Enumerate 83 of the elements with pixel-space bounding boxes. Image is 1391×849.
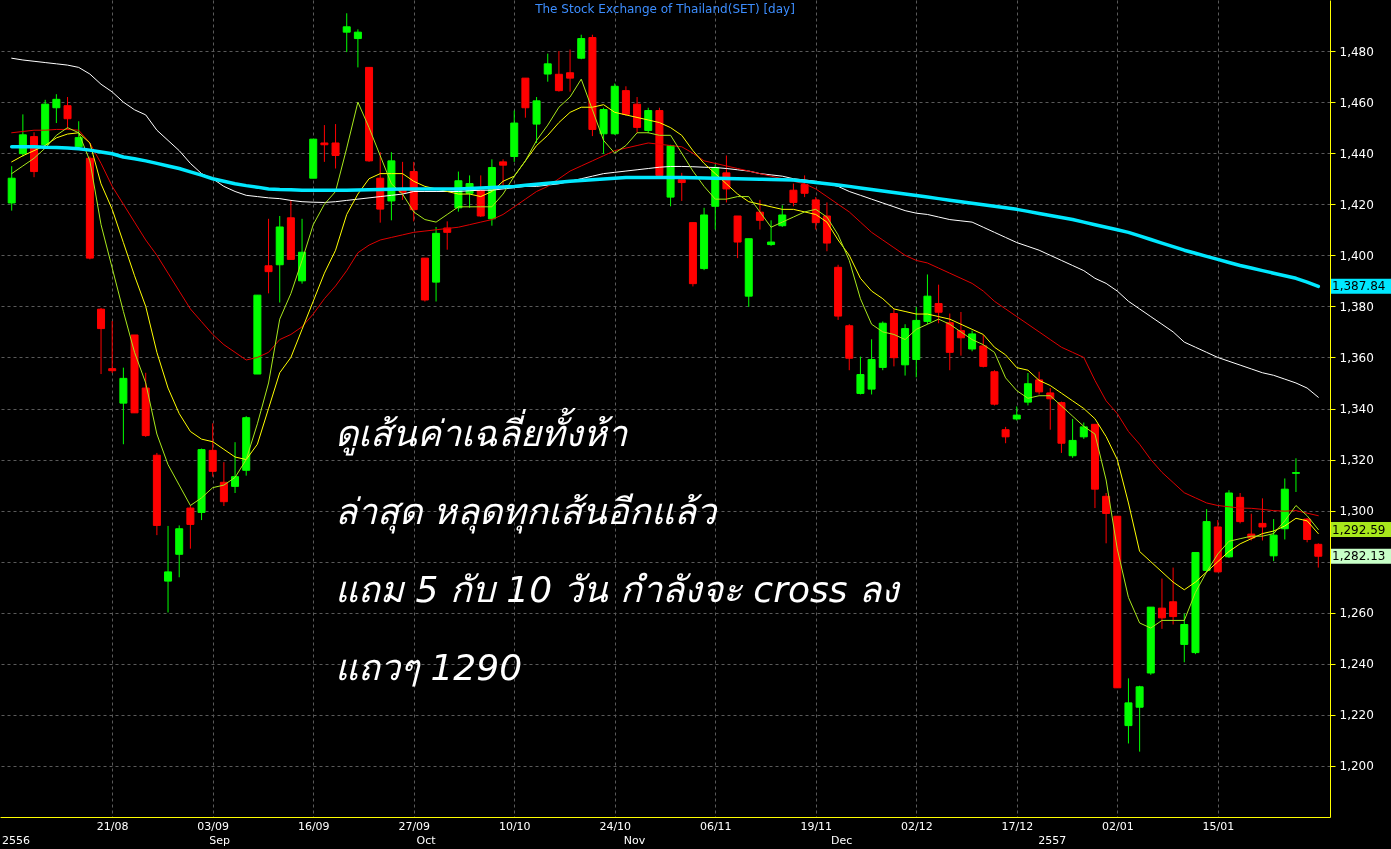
x-tick-label: 21/08 xyxy=(96,819,129,833)
candlestick xyxy=(1269,518,1278,562)
x-tick-label: 24/10 xyxy=(599,819,632,833)
candlestick xyxy=(554,50,563,93)
candlestick xyxy=(566,49,575,93)
candlestick xyxy=(108,320,117,374)
x-tick-label: 03/09 xyxy=(197,819,230,833)
candlestick xyxy=(1303,517,1312,543)
candlestick xyxy=(1157,578,1166,630)
y-tick-label: 1,300 xyxy=(1339,504,1374,519)
candlestick xyxy=(1291,457,1300,493)
candlestick xyxy=(532,96,541,144)
x-tick-label: 02/01 xyxy=(1101,819,1134,833)
annotation: ดูเส้นค่าเฉลี่ยทั้งห้า xyxy=(335,407,629,456)
y-tick-label: 1,320 xyxy=(1339,453,1374,468)
line-series xyxy=(11,57,1319,398)
y-tick-label: 1,260 xyxy=(1339,606,1374,621)
candlestick xyxy=(353,28,362,68)
candlestick xyxy=(1314,542,1323,569)
annotation: แถม 5 กับ 10 วัน กำลังจะ cross ลง xyxy=(335,569,901,610)
candlestick xyxy=(979,334,988,368)
candlestick xyxy=(1169,567,1178,625)
candlestick xyxy=(264,218,273,294)
text: 2556 xyxy=(2,834,30,847)
candlestick xyxy=(52,93,61,124)
y-tick-label: 1,220 xyxy=(1339,708,1374,723)
candlestick xyxy=(1023,372,1032,406)
data-label: 1,292.59 xyxy=(1332,522,1386,537)
y-tick-label: 1,420 xyxy=(1339,197,1374,212)
candlestick xyxy=(186,505,195,550)
candlestick xyxy=(934,284,943,324)
y-tick-label: 1,400 xyxy=(1339,248,1374,263)
candlestick xyxy=(331,123,340,170)
x-tick-label: 06/11 xyxy=(699,819,732,833)
candlestick xyxy=(621,85,630,117)
candlestick xyxy=(1124,677,1133,744)
candlestick xyxy=(577,34,586,60)
text: Nov xyxy=(623,834,646,847)
candlestick xyxy=(1035,371,1044,395)
y-tick-label: 1,240 xyxy=(1339,657,1374,672)
annotation: แถวๆ 1290 xyxy=(335,647,523,688)
candlestick xyxy=(677,172,686,202)
y-tick-label: 1,380 xyxy=(1339,299,1374,314)
candlestick xyxy=(219,461,228,507)
y-tick-label: 1,200 xyxy=(1339,759,1374,774)
candlestick xyxy=(164,525,173,613)
candlestick xyxy=(97,307,106,375)
chart-title: The Stock Exchange of Thailand(SET) [day] xyxy=(534,2,795,16)
x-tick-label: 10/10 xyxy=(498,819,531,833)
candlestick xyxy=(1180,613,1189,663)
x-tick-label: 02/12 xyxy=(900,819,933,833)
text: Dec xyxy=(831,834,853,847)
y-tick-label: 1,360 xyxy=(1339,350,1374,365)
x-tick-label: 16/09 xyxy=(297,819,330,833)
text: Sep xyxy=(209,834,231,847)
text: 2557 xyxy=(1038,834,1067,847)
text: 1,282.13 xyxy=(1332,549,1386,564)
y-tick-label: 1,440 xyxy=(1339,146,1374,161)
data-label: 1,387.84 xyxy=(1332,279,1386,294)
x-tick-label: 15/01 xyxy=(1202,819,1235,833)
candlestick xyxy=(231,441,240,494)
x-tick-label: 17/12 xyxy=(1001,819,1034,833)
candlestick xyxy=(208,422,217,478)
candlestick xyxy=(1102,492,1111,544)
x-tick-label: 19/11 xyxy=(800,819,833,833)
candlestick xyxy=(1068,418,1077,459)
candlestick xyxy=(543,53,552,83)
candlestick xyxy=(767,219,776,247)
candlestick xyxy=(320,124,329,163)
candlestick xyxy=(856,356,865,395)
candlestick xyxy=(342,12,351,53)
annotation: ล่าสุด หลุดทุกเส้นอีกแล้ว xyxy=(335,491,719,534)
text: Oct xyxy=(416,834,437,847)
candlestick xyxy=(1135,685,1144,753)
y-tick-label: 1,460 xyxy=(1339,95,1374,110)
candlestick xyxy=(633,96,642,134)
candlestick xyxy=(789,183,798,207)
y-tick-label: 1,480 xyxy=(1339,44,1374,59)
candlestick xyxy=(1258,497,1267,541)
candlestick xyxy=(63,96,72,130)
y-tick-label: 1,340 xyxy=(1339,402,1374,416)
candlestick xyxy=(644,107,653,134)
x-tick-label: 27/09 xyxy=(398,819,431,833)
